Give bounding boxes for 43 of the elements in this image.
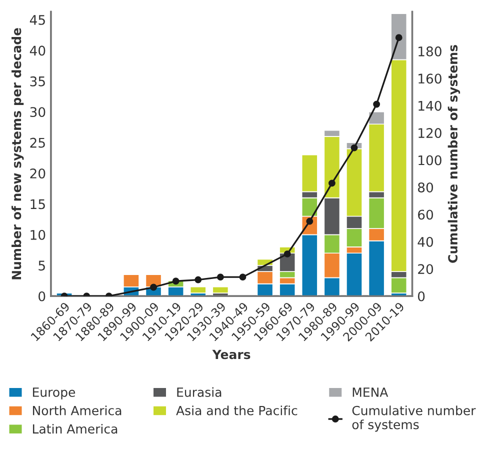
- bar: [212, 286, 229, 294]
- y-tick-label: 0: [38, 291, 46, 302]
- point: [284, 250, 291, 258]
- point: [350, 144, 358, 152]
- legend-label: Eurasia: [177, 387, 222, 397]
- legend-label: Europe: [32, 388, 76, 400]
- y2-tick-label: 60: [418, 210, 434, 220]
- legend-label: Latin America: [32, 424, 118, 434]
- legend-label: MENA: [352, 388, 388, 397]
- point: [150, 284, 157, 291]
- point: [306, 218, 314, 225]
- y2-tick-label: 20: [418, 264, 434, 274]
- x-axis-title: Years: [212, 350, 250, 360]
- point: [194, 276, 202, 284]
- y2-tick-label: 180: [418, 46, 442, 56]
- y2-axis-title: Cumulative number of systems: [448, 44, 460, 263]
- y2-tick-label: 140: [418, 100, 442, 111]
- legend-label: Cumulative number of systems: [352, 406, 476, 432]
- y-tick-label: 25: [30, 138, 45, 148]
- point: [328, 180, 336, 187]
- y2-tick-label: 0: [418, 291, 425, 302]
- legend-label: North America: [32, 406, 122, 416]
- point: [373, 100, 380, 108]
- point: [239, 274, 246, 281]
- bar: [190, 286, 206, 294]
- point: [172, 278, 180, 285]
- y2-tick-label: 120: [418, 128, 442, 138]
- y-axis-title: Number of new systems per decade: [12, 28, 24, 280]
- y-tick-label: 10: [30, 230, 46, 240]
- y-tick-label: 45: [30, 15, 45, 25]
- y-tick-label: 5: [38, 260, 45, 271]
- y2-tick-label: 100: [418, 155, 442, 166]
- y-tick-label: 30: [30, 107, 46, 118]
- point: [216, 274, 224, 281]
- y-tick-label: 35: [30, 76, 45, 86]
- legend-label: Asia and the Pacific: [176, 406, 298, 416]
- point: [395, 34, 402, 42]
- y-tick-label: 40: [30, 46, 46, 56]
- y2-tick-label: 40: [418, 236, 434, 247]
- y2-tick-label: 160: [418, 74, 442, 84]
- y2-tick-label: 80: [418, 182, 434, 192]
- y-tick-label: 20: [30, 168, 46, 178]
- y-tick-label: 15: [30, 199, 45, 210]
